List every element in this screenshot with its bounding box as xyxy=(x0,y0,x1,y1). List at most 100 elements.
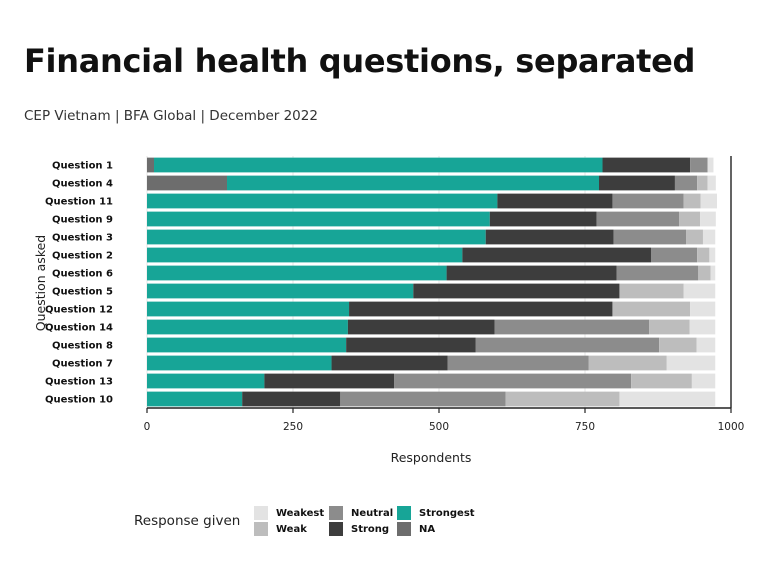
y-tick-label: Question 3 xyxy=(52,233,113,244)
bar-segment-weak xyxy=(697,175,708,191)
x-axis-label: Respondents xyxy=(391,450,472,465)
y-tick-label: Question 8 xyxy=(52,341,113,352)
bar-segment-neutral xyxy=(616,265,699,281)
legend-label: Neutral xyxy=(351,507,394,519)
x-tick-label: 1000 xyxy=(718,421,745,433)
bar-segment-strong xyxy=(264,373,395,389)
bar-segment-weakest xyxy=(666,355,716,371)
bar-segment-strongest xyxy=(147,337,347,353)
chart-title: Financial health questions, separated xyxy=(24,42,696,80)
bar-segment-weakest xyxy=(710,265,716,281)
bar-segment-strongest xyxy=(147,355,332,371)
bar-segment-neutral xyxy=(674,175,698,191)
bar-segment-weakest xyxy=(707,175,716,191)
bar-segment-strongest xyxy=(147,301,350,317)
legend-swatch xyxy=(397,506,411,520)
x-tick-label: 500 xyxy=(429,421,449,433)
y-tick-label: Question 7 xyxy=(52,359,113,370)
bar-segment-weak xyxy=(612,301,691,317)
bar-segment-strongest xyxy=(147,247,463,263)
legend-swatch xyxy=(254,522,268,536)
bar-segment-weak xyxy=(631,373,692,389)
bar-segment-weak xyxy=(679,211,701,227)
bar-segment-strong xyxy=(485,229,614,245)
bar-segment-strong xyxy=(446,265,617,281)
bar-segment-strong xyxy=(346,337,476,353)
bar-segment-weakest xyxy=(702,229,716,245)
x-axis: 0 250 500 750 1000 xyxy=(144,407,745,433)
legend-item-na: NA xyxy=(397,522,435,536)
y-tick-label: Question 13 xyxy=(45,377,113,388)
y-axis-label: Question asked xyxy=(33,235,48,331)
y-tick-label: Question 11 xyxy=(45,197,113,208)
bar-segment-strongest xyxy=(147,265,447,281)
bar-segment-weak xyxy=(659,337,697,353)
x-tick-label: 0 xyxy=(144,421,151,433)
y-tick-label: Question 12 xyxy=(45,305,113,316)
y-tick-label: Question 5 xyxy=(52,287,113,298)
y-tick-label: Question 6 xyxy=(52,269,113,280)
bar-segment-weak xyxy=(697,247,710,263)
bar-segment-weak xyxy=(505,391,620,407)
y-tick-label: Question 2 xyxy=(52,251,113,262)
bar-segment-neutral xyxy=(394,373,632,389)
bar-segment-strongest xyxy=(147,373,265,389)
bar-segment-na xyxy=(147,175,228,191)
x-tick-label: 250 xyxy=(283,421,303,433)
chart-subtitle: CEP Vietnam | BFA Global | December 2022 xyxy=(24,108,318,124)
bar-segment-neutral xyxy=(494,319,650,335)
bar-segment-weak xyxy=(588,355,667,371)
legend-item-weak: Weak xyxy=(254,522,307,536)
bar-segment-strong xyxy=(489,211,597,227)
legend-item-strong: Strong xyxy=(329,522,389,536)
legend-label: Weak xyxy=(276,523,307,535)
bar-segment-neutral xyxy=(690,157,708,173)
bar-segment-neutral xyxy=(447,355,589,371)
bar-segment-neutral xyxy=(650,247,698,263)
bar-segment-weakest xyxy=(683,283,716,299)
bar-segment-strongest xyxy=(147,319,348,335)
bar-segment-strongest xyxy=(147,391,243,407)
bar-segment-weak xyxy=(686,229,703,245)
y-tick-label: Question 1 xyxy=(52,161,113,172)
bar-segments xyxy=(147,157,717,407)
bar-segment-strong xyxy=(331,355,448,371)
bar-segment-neutral xyxy=(596,211,680,227)
legend-swatch xyxy=(329,506,343,520)
bar-segment-neutral xyxy=(612,193,684,209)
bar-segment-strong xyxy=(497,193,613,209)
y-tick-label: Question 9 xyxy=(52,215,113,226)
bar-segment-neutral xyxy=(613,229,687,245)
bar-segment-strong xyxy=(242,391,341,407)
bar-segment-weakest xyxy=(707,157,714,173)
legend-item-weakest: Weakest xyxy=(254,506,324,520)
bar-segment-strong xyxy=(413,283,620,299)
bar-segment-strong xyxy=(602,157,691,173)
legend-label: Strong xyxy=(351,523,390,535)
bar-segment-weak xyxy=(683,193,701,209)
bar-segment-strongest xyxy=(147,229,486,245)
bar-segment-neutral xyxy=(340,391,506,407)
legend-item-neutral: Neutral xyxy=(329,506,393,520)
bar-segment-weakest xyxy=(696,337,716,353)
legend-label: Weakest xyxy=(276,507,325,519)
x-tick-label: 750 xyxy=(575,421,595,433)
bar-segment-strongest xyxy=(147,283,414,299)
legend-label: Strongest xyxy=(419,507,475,519)
bar-segment-na xyxy=(147,157,155,173)
legend-label: NA xyxy=(419,523,436,535)
legend-swatch xyxy=(329,522,343,536)
legend-title: Response given xyxy=(134,513,241,529)
bar-segment-neutral xyxy=(475,337,660,353)
bar-segment-strong xyxy=(462,247,651,263)
bar-segment-weakest xyxy=(709,247,716,263)
y-tick-label: Question 14 xyxy=(45,323,113,334)
bar-segment-strongest xyxy=(147,193,498,209)
bar-segment-strong xyxy=(599,175,675,191)
legend-swatch xyxy=(397,522,411,536)
bar-segment-strongest xyxy=(227,175,600,191)
bar-segment-weak xyxy=(698,265,711,281)
bar-segment-strongest xyxy=(154,157,603,173)
bar-segment-weak xyxy=(649,319,690,335)
